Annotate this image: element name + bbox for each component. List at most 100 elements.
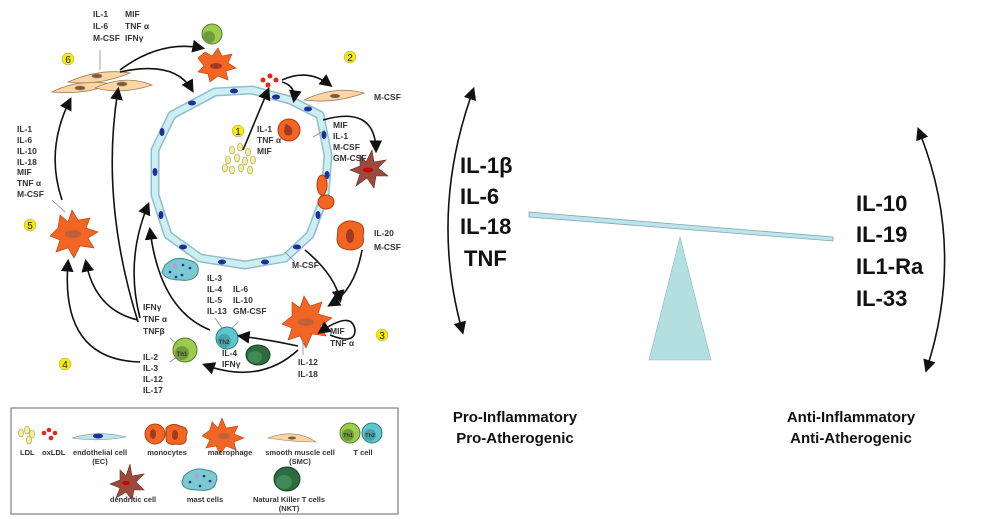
label-text: IL-10 [856,191,907,216]
macrophage-5 [49,209,99,259]
step-marker-1: 1 [231,124,245,138]
macrophage-top [197,47,237,83]
legend: Th1 Th2 LDL oxLDL endothelial cell (EC) … [10,407,399,515]
oxldl-particles [260,73,279,88]
legend-mast-icon [181,468,218,491]
label-text: IL-10 [17,146,37,156]
cytokine-labels: IL-1 IL-6 M-CSF MIF TNF α IFNγ IL-1 IL-6… [17,9,401,395]
label-text: IL-12 [143,374,163,384]
label-text: IFNγ [125,33,144,43]
label-text: MIF [257,146,272,156]
label-text: macrophage [208,448,253,457]
legend-labels: LDL oxLDL endothelial cell (EC) monocyte… [20,448,373,513]
legend-tcell-icon: Th1 Th2 [339,422,383,444]
label-text: MIF [125,9,140,19]
step-marker-3: 3 [375,328,389,342]
label-text: (NKT) [279,504,300,513]
legend-oxldl-icon [41,427,58,441]
label-text: 2 [347,53,353,64]
step-markers: 1 2 3 4 5 6 [23,50,389,371]
monocyte-transmigrating [316,174,335,210]
label-text: IL-33 [856,286,907,311]
label-text: M-CSF [93,33,120,43]
label-text: IL-1 [93,9,108,19]
th2-label: Th2 [219,340,230,346]
legend-ldl-icon [18,425,35,445]
interaction-arrows [54,39,383,375]
label-text: smooth muscle cell [265,448,335,457]
label-text: 5 [27,221,33,232]
label-text: IL-2 [143,352,158,362]
label-text: TNF α [125,21,150,31]
label-text: T cell [353,448,372,457]
label-text: IL-17 [143,385,163,395]
legend-monocytes-icon [144,423,188,445]
legend-dendritic-icon [109,463,145,501]
label-text: 1 [235,127,241,138]
label-text: TNF α [330,338,355,348]
label-text: IL-18 [298,369,318,379]
label-text: mast cells [187,495,223,504]
label-text: IL-6 [460,184,499,209]
anti-caption-line1: Anti-Inflammatory [787,409,916,426]
vessel-endothelium [150,85,333,270]
step-marker-6: 6 [61,52,75,66]
label-text: Th2 [365,433,375,439]
label-text: IL-6 [233,284,248,294]
label-text: 4 [62,360,68,371]
monocyte [277,118,301,142]
label-text: dendritic cell [110,495,156,504]
label-text: IL-1β [460,153,513,178]
label-text: oxLDL [42,448,66,457]
macrophage-right [336,220,365,251]
label-text: IL-1 [17,124,32,134]
step-marker-2: 2 [343,50,357,64]
label-text: GM-CSF [233,306,267,316]
label-text: MIF [333,120,348,130]
balance-beam [528,211,834,242]
nkt-cell [245,344,271,366]
label-text: TNF [464,246,507,271]
pro-caption-line2: Pro-Atherogenic [456,430,574,447]
label-text: IFNγ [143,302,162,312]
legend-smc-icon [266,433,317,443]
smc-cluster [50,71,154,94]
anti-cytokine-list: IL-10 IL-19 IL1-Ra IL-33 [856,191,924,311]
label-text: IL-1 [257,124,272,134]
macrophage-3 [281,295,333,349]
captions: Pro-Inflammatory Pro-Atherogenic Anti-In… [453,409,916,447]
label-text: IL-3 [143,363,158,373]
pointer-lines [169,129,326,363]
smc-cell-2 [302,89,366,102]
label-text: (SMC) [289,457,311,466]
label-text: TNFβ [143,326,165,336]
legend-nkt-icon [273,466,301,492]
label-text: monocytes [147,448,187,457]
anti-double-arrow [916,127,946,373]
step-marker-4: 4 [58,357,72,371]
label-text: IL-3 [207,273,222,283]
legend-ec-icon [71,433,127,441]
label-text: MIF [330,326,345,336]
pro-caption-line1: Pro-Inflammatory [453,409,578,426]
label-text: endothelial cell [73,448,127,457]
label-text: IL-12 [298,357,318,367]
label-text: TNF α [257,135,282,145]
label-text: IL-6 [17,135,32,145]
label-text: IL-18 [460,214,511,239]
label-text: 6 [65,55,71,66]
label-text: IL-19 [856,222,907,247]
label-text: 3 [379,331,385,342]
label-text: IL1-Ra [856,254,924,279]
dendritic-cell [349,149,389,189]
mast-cell [161,257,199,281]
label-text: IL-5 [207,295,222,305]
label-text: IL-4 [207,284,222,294]
label-text: LDL [20,448,35,457]
label-text: GM-CSF [333,153,367,163]
label-text: M-CSF [17,189,44,199]
label-text: M-CSF [333,142,360,152]
legend-macrophage-icon [201,417,245,455]
